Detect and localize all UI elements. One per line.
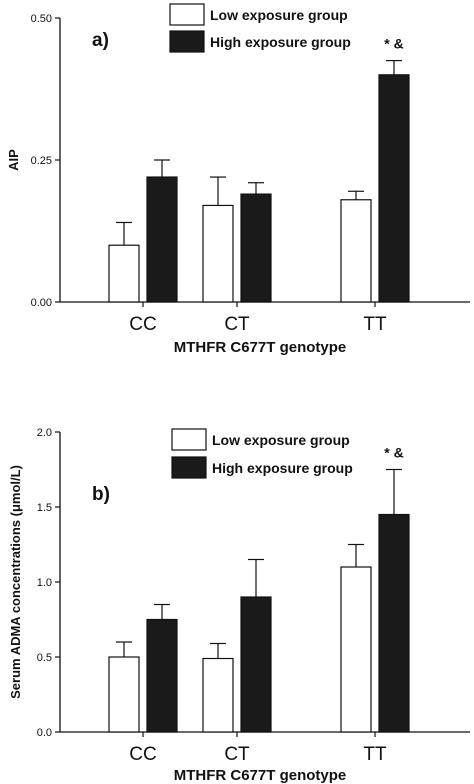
y-tick-label: 0.0: [37, 727, 52, 739]
bar-high-CT: [240, 193, 272, 303]
x-tick-label: CT: [224, 744, 250, 765]
y-tick-label: 0.5: [37, 652, 52, 664]
y-tick-label: 1.0: [37, 577, 52, 589]
y-axis-label: AIP: [6, 149, 21, 171]
legend-label: High exposure group: [210, 34, 351, 50]
chart-panel-a: 0.00 0.25 0.50 CC CT TT * & Low exposure group H…: [6, 3, 470, 356]
x-tick-label: TT: [363, 744, 387, 765]
x-tick-label: CC: [129, 314, 156, 335]
x-tick-label: TT: [363, 314, 387, 335]
legend-label: Low exposure group: [212, 432, 350, 448]
significance-annotation: * &: [384, 445, 403, 461]
significance-annotation: * &: [384, 36, 403, 52]
bar-low-CT: [202, 657, 234, 733]
legend-swatch: [171, 428, 207, 451]
bar-low-TT: [340, 566, 372, 733]
legend-swatch: [169, 30, 205, 53]
bar-high-CC: [146, 176, 178, 303]
x-tick-label: CC: [129, 744, 156, 765]
bar-low-CT: [202, 204, 234, 303]
panel-label: a): [92, 30, 109, 51]
y-axis-label: Serum ADMA concentrations (μmol/L): [8, 465, 23, 699]
legend-swatch: [169, 3, 205, 26]
panel-label: b): [92, 484, 110, 505]
x-tick-label: CT: [224, 314, 250, 335]
legend-label: Low exposure group: [210, 7, 348, 23]
bar-high-CT: [240, 596, 272, 733]
bar-low-CC: [108, 244, 140, 303]
bar-high-CC: [146, 618, 178, 733]
x-axis-label: MTHFR C677T genotype: [174, 339, 347, 356]
bar-low-CC: [108, 656, 140, 733]
y-tick-label: 0.25: [31, 155, 52, 167]
y-tick-label: 0.50: [31, 13, 52, 25]
bar-high-TT: [378, 513, 410, 733]
bar-low-TT: [340, 199, 372, 303]
legend-swatch: [171, 456, 207, 479]
y-tick-label: 0.00: [31, 297, 52, 309]
x-axis-label: MTHFR C677T genotype: [174, 767, 347, 784]
y-tick-label: 1.5: [37, 502, 52, 514]
chart-panel-b: 0.0 0.5 1.0 1.5 2.0 CC CT TT * & Low exposure gro…: [8, 427, 470, 784]
y-tick-label: 2.0: [37, 427, 52, 439]
legend-label: High exposure group: [212, 460, 353, 476]
bar-high-TT: [378, 74, 410, 303]
